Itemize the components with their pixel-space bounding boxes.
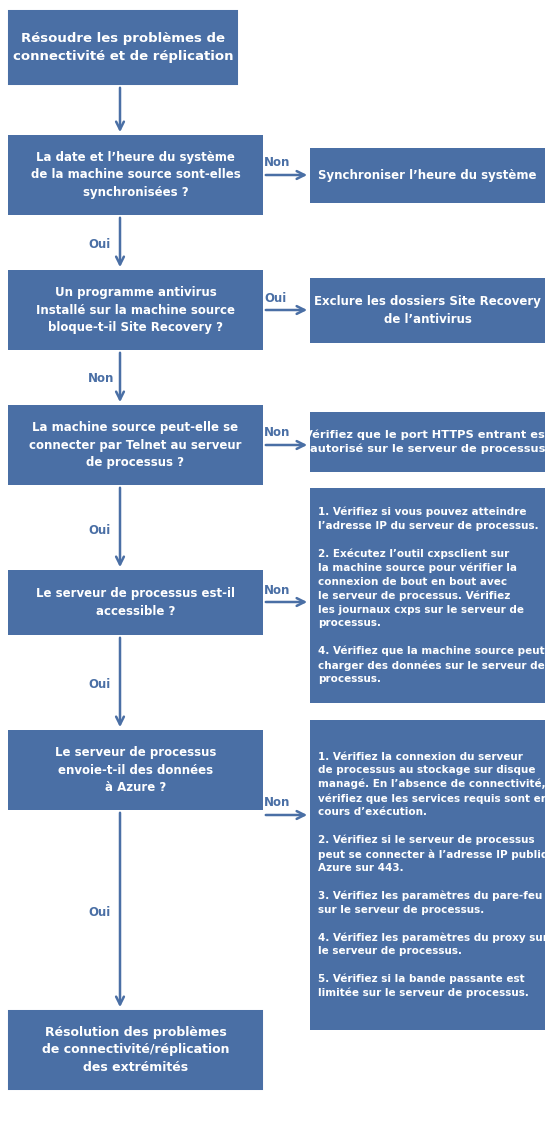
- Text: Oui: Oui: [264, 291, 286, 305]
- Text: Un programme antivirus
Installé sur la machine source
bloque-t-il Site Recovery : Un programme antivirus Installé sur la m…: [36, 286, 235, 334]
- FancyBboxPatch shape: [8, 1010, 263, 1090]
- Text: Exclure les dossiers Site Recovery
de l’antivirus: Exclure les dossiers Site Recovery de l’…: [314, 296, 541, 326]
- Text: Résoudre les problèmes de
connectivité et de réplication: Résoudre les problèmes de connectivité e…: [13, 32, 233, 62]
- Text: Oui: Oui: [88, 905, 110, 919]
- FancyBboxPatch shape: [8, 730, 263, 810]
- Text: Oui: Oui: [88, 523, 110, 537]
- FancyBboxPatch shape: [8, 10, 238, 85]
- Text: Non: Non: [264, 156, 290, 170]
- Text: Non: Non: [264, 796, 290, 809]
- FancyBboxPatch shape: [8, 135, 263, 215]
- Text: Synchroniser l’heure du système: Synchroniser l’heure du système: [318, 169, 537, 182]
- FancyBboxPatch shape: [8, 570, 263, 634]
- FancyBboxPatch shape: [8, 404, 263, 485]
- Text: Le serveur de processus est-il
accessible ?: Le serveur de processus est-il accessibl…: [36, 587, 235, 617]
- FancyBboxPatch shape: [310, 412, 545, 472]
- FancyBboxPatch shape: [8, 270, 263, 350]
- FancyBboxPatch shape: [310, 719, 545, 1030]
- FancyBboxPatch shape: [310, 148, 545, 203]
- Text: Le serveur de processus
envoie-t-il des données
à Azure ?: Le serveur de processus envoie-t-il des …: [55, 746, 216, 794]
- FancyBboxPatch shape: [310, 488, 545, 702]
- Text: Non: Non: [264, 426, 290, 440]
- FancyBboxPatch shape: [310, 278, 545, 343]
- Text: 1. Vérifiez la connexion du serveur
de processus au stockage sur disque
managé. : 1. Vérifiez la connexion du serveur de p…: [318, 751, 559, 998]
- Text: La date et l’heure du système
de la machine source sont-elles
synchronisées ?: La date et l’heure du système de la mach…: [31, 151, 240, 199]
- Text: Oui: Oui: [88, 239, 110, 252]
- Text: La machine source peut-elle se
connecter par Telnet au serveur
de processus ?: La machine source peut-elle se connecter…: [29, 421, 241, 469]
- Text: 1. Vérifiez si vous pouvez atteindre
l’adresse IP du serveur de processus.

2. E: 1. Vérifiez si vous pouvez atteindre l’a…: [318, 506, 545, 684]
- Text: Oui: Oui: [88, 679, 110, 691]
- Text: Non: Non: [88, 372, 115, 384]
- Text: Vérifiez que le port HTTPS entrant est
autorisé sur le serveur de processus: Vérifiez que le port HTTPS entrant est a…: [305, 429, 551, 454]
- Text: Non: Non: [264, 583, 290, 596]
- Text: Résolution des problèmes
de connectivité/réplication
des extrémités: Résolution des problèmes de connectivité…: [42, 1026, 229, 1074]
